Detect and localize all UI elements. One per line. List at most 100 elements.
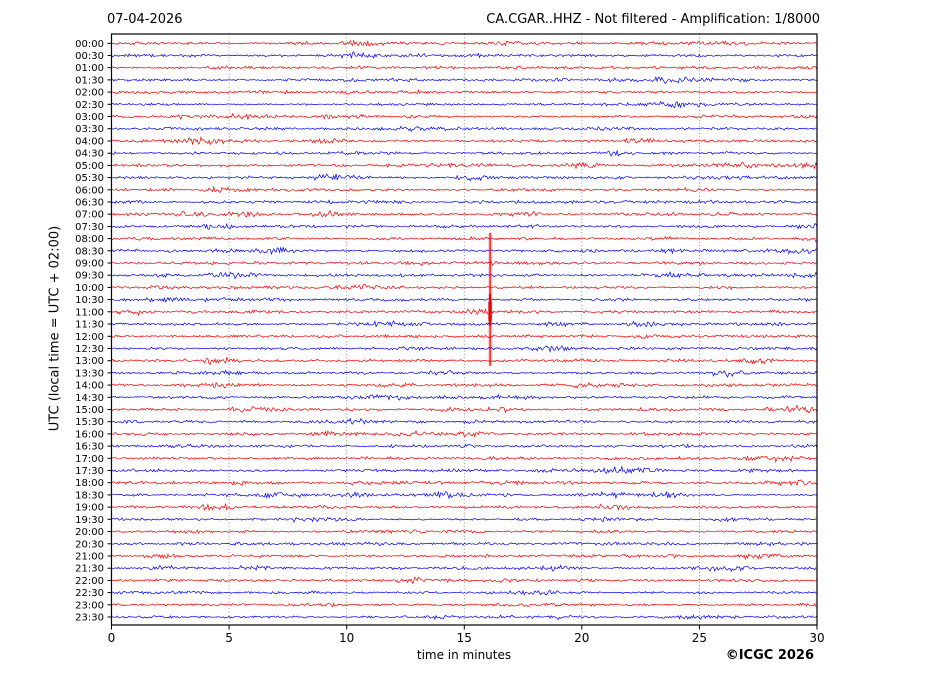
seismo-trace-02:30	[111, 100, 817, 109]
row-label: 00:30	[75, 51, 104, 62]
row-label: 08:00	[75, 234, 104, 245]
seismo-trace-04:30	[111, 149, 817, 157]
seismo-trace-07:00	[111, 209, 818, 218]
seismo-trace-05:30	[111, 173, 818, 182]
row-label: 20:00	[75, 527, 104, 538]
x-tick-label: 10	[339, 631, 354, 645]
row-label: 07:00	[75, 210, 104, 221]
seismo-trace-05:00	[111, 161, 818, 170]
row-label: 11:30	[75, 320, 104, 331]
row-label: 10:00	[75, 283, 104, 294]
seismo-trace-03:00	[111, 112, 818, 121]
row-label: 09:30	[75, 271, 104, 282]
row-label: 11:00	[75, 307, 104, 318]
seismo-trace-19:00	[111, 503, 818, 512]
row-label: 12:30	[75, 344, 104, 355]
seismo-trace-12:30	[111, 345, 818, 353]
row-label: 22:30	[75, 588, 104, 599]
seismo-trace-08:00	[111, 235, 818, 243]
seismo-trace-10:00	[111, 283, 818, 290]
row-label: 22:00	[75, 576, 104, 587]
seismo-trace-17:00	[111, 455, 818, 463]
seismo-trace-23:00	[111, 602, 818, 608]
row-label: 23:30	[75, 613, 104, 624]
seismo-trace-22:30	[111, 589, 818, 596]
seismo-trace-06:00	[111, 185, 818, 194]
seismo-trace-19:30	[111, 516, 817, 523]
row-label: 18:00	[75, 478, 104, 489]
seismo-trace-09:00	[111, 260, 818, 266]
row-label: 04:00	[75, 137, 104, 148]
x-tick-label: 30	[809, 631, 824, 645]
seismo-trace-00:30	[111, 51, 818, 59]
row-label: 07:30	[75, 222, 104, 233]
row-label: 05:00	[75, 161, 104, 172]
x-tick-label: 5	[225, 631, 233, 645]
x-tick-label: 25	[692, 631, 707, 645]
x-axis-label: time in minutes	[416, 648, 512, 662]
plot-date-title: 07-04-2026	[107, 12, 183, 27]
x-tick-label: 0	[108, 631, 116, 645]
seismo-trace-21:00	[111, 553, 818, 561]
row-label: 21:30	[75, 564, 104, 575]
seismo-trace-10:30	[111, 296, 818, 303]
row-label: 14:30	[75, 393, 104, 404]
seismo-trace-09:30	[111, 271, 818, 280]
seismo-trace-20:00	[111, 529, 817, 535]
row-label: 05:30	[75, 173, 104, 184]
row-label: 23:00	[75, 600, 104, 611]
x-tick-label: 20	[574, 631, 589, 645]
seismo-trace-13:00	[111, 356, 817, 365]
seismo-trace-16:30	[111, 443, 818, 449]
seismo-trace-02:00	[111, 89, 818, 95]
seismo-trace-01:30	[111, 75, 818, 85]
seismo-trace-14:00	[111, 381, 818, 389]
seismo-trace-21:30	[111, 564, 818, 573]
row-label: 03:30	[75, 124, 104, 135]
seismo-trace-13:30	[111, 369, 818, 378]
seismo-trace-04:00	[111, 135, 818, 146]
row-label: 06:30	[75, 198, 104, 209]
seismo-trace-14:30	[111, 393, 818, 401]
row-label: 10:30	[75, 295, 104, 306]
seismo-trace-00:00	[111, 39, 818, 47]
row-label: 16:30	[75, 442, 104, 453]
seismo-trace-03:30	[111, 125, 818, 132]
seismo-trace-11:30	[111, 320, 818, 328]
row-label: 04:30	[75, 149, 104, 160]
seismo-trace-11:00	[111, 308, 818, 317]
row-label: 17:30	[75, 466, 104, 477]
row-label: 20:30	[75, 539, 104, 550]
seismo-trace-08:30	[111, 246, 818, 256]
row-label: 02:00	[75, 88, 104, 99]
seismo-trace-22:00	[111, 576, 818, 585]
row-label: 15:00	[75, 405, 104, 416]
seismo-trace-07:30	[111, 222, 818, 230]
seismo-trace-18:30	[111, 490, 818, 500]
row-label: 01:30	[75, 75, 104, 86]
row-label: 03:00	[75, 112, 104, 123]
row-label: 15:30	[75, 417, 104, 428]
seismo-trace-15:00	[111, 404, 818, 414]
seismo-trace-01:00	[111, 65, 818, 71]
row-label: 09:00	[75, 259, 104, 270]
seismo-trace-15:30	[111, 417, 818, 425]
seismo-trace-23:30	[111, 614, 818, 621]
row-label: 13:30	[75, 368, 104, 379]
row-label: 16:00	[75, 429, 104, 440]
x-tick-label: 15	[457, 631, 472, 645]
row-label: 19:00	[75, 503, 104, 514]
row-label: 02:30	[75, 100, 104, 111]
plot-station-title: CA.CGAR..HHZ - Not filtered - Amplificat…	[486, 12, 820, 27]
row-label: 19:30	[75, 515, 104, 526]
row-label: 06:00	[75, 185, 104, 196]
seismo-trace-16:00	[111, 429, 817, 438]
seismo-trace-18:00	[111, 479, 818, 487]
row-label: 08:30	[75, 246, 104, 257]
row-label: 21:00	[75, 552, 104, 563]
row-label: 17:00	[75, 454, 104, 465]
row-label: 01:00	[75, 63, 104, 74]
row-label: 13:00	[75, 356, 104, 367]
